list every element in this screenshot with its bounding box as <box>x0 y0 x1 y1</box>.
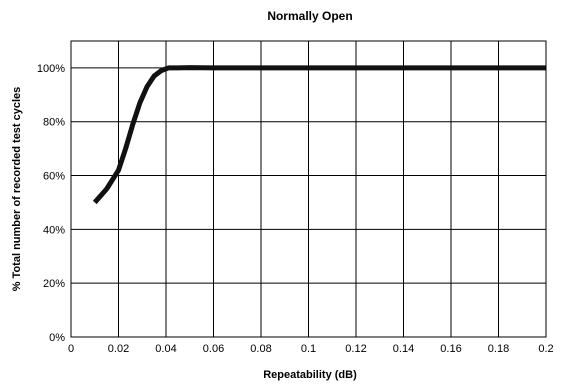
y-tick-label: 60% <box>43 171 65 183</box>
series-line <box>92 65 546 205</box>
x-tick-label: 0.14 <box>393 343 414 355</box>
x-tick-label: 0.12 <box>345 343 366 355</box>
x-tick-label: 0.02 <box>108 343 129 355</box>
x-tick-label: 0.04 <box>155 343 176 355</box>
series-layer <box>92 65 546 205</box>
y-tick-label: 100% <box>37 63 65 75</box>
x-tick-label: 0.08 <box>250 343 271 355</box>
x-tick-label: 0.06 <box>203 343 224 355</box>
chart-title: Normally Open <box>267 9 352 23</box>
y-axis-label: % Total number of recorded test cycles <box>11 87 23 292</box>
y-tick-label: 80% <box>43 117 65 129</box>
x-tick-label: 0.16 <box>440 343 461 355</box>
plot-area-frame <box>70 40 547 338</box>
tick-layer: 0 0.02 0.04 0.06 0.08 0.1 0.12 0.14 0.16 0.18 0.2 0… <box>37 63 554 355</box>
y-tick-label: 40% <box>43 224 65 236</box>
grid-layer <box>71 41 546 337</box>
y-tick-label: 20% <box>43 278 65 290</box>
x-axis-label: Repeatability (dB) <box>263 369 357 381</box>
x-tick-label: 0.1 <box>301 343 316 355</box>
x-tick-label: 0 <box>68 343 74 355</box>
x-tick-label: 0.18 <box>488 343 509 355</box>
y-tick-label: 0% <box>49 332 65 344</box>
x-tick-label: 0.2 <box>538 343 553 355</box>
